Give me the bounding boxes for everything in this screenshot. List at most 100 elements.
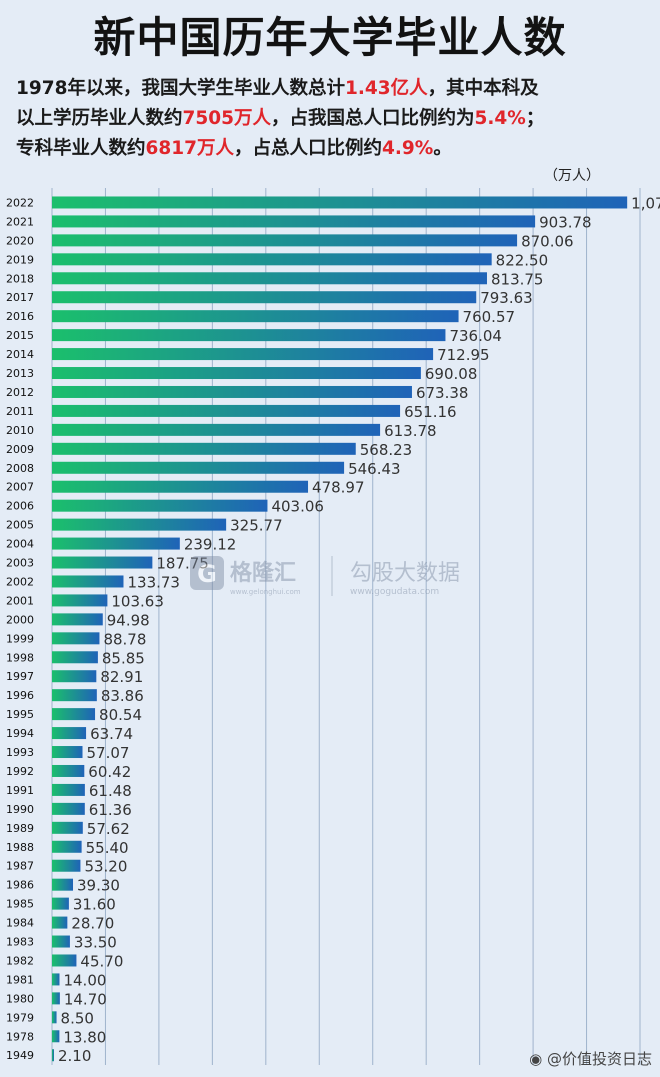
- bar-row: 1995 80.54: [6, 706, 142, 724]
- watermark-brand1: 格隆汇: [230, 560, 296, 586]
- bar: [52, 746, 83, 759]
- value-label: 13.80: [63, 1028, 106, 1046]
- summary-line: 以上学历毕业人数约7505万人，占我国总人口比例约为5.4%；: [16, 104, 646, 134]
- summary-segment: 。: [433, 138, 452, 159]
- category-label: 2011: [6, 405, 34, 418]
- summary-text: 1978年以来，我国大学生毕业人数总计1.43亿人，其中本科及 以上学历毕业人数…: [16, 74, 646, 164]
- bar: [52, 992, 60, 1005]
- bar-row: 2019 822.50: [6, 251, 548, 269]
- weibo-icon: ◉: [529, 1050, 543, 1068]
- bar: [52, 821, 83, 834]
- value-label: 55.40: [86, 839, 129, 857]
- bar-row: 2003 187.75: [6, 555, 209, 573]
- value-label: 793.63: [480, 289, 533, 307]
- value-label: 651.16: [404, 403, 457, 421]
- value-label: 813.75: [491, 270, 543, 288]
- category-label: 2016: [6, 310, 34, 323]
- watermark-brand2-url: www.gogudata.com: [350, 587, 439, 597]
- value-label: 239.12: [184, 536, 237, 554]
- bar: [52, 954, 77, 967]
- summary-highlight: 4.9%: [382, 138, 434, 159]
- bar: [52, 670, 97, 683]
- bar: [52, 613, 103, 626]
- bar-row: 1987 53.20: [6, 858, 127, 876]
- value-label: 325.77: [230, 517, 282, 535]
- category-label: 1998: [6, 651, 34, 664]
- category-label: 1981: [6, 973, 34, 986]
- bar: [52, 385, 412, 398]
- bar: [52, 594, 108, 607]
- category-label: 2020: [6, 234, 34, 247]
- bar: [52, 253, 492, 266]
- watermark-brand1-url: www.gelonghui.com: [230, 588, 301, 596]
- bar: [52, 689, 97, 702]
- bar-row: 2008 546.43: [6, 460, 401, 478]
- bar-row: 2002 133.73: [6, 573, 180, 591]
- summary-segment: 以上学历毕业人数约: [16, 108, 183, 129]
- category-label: 2000: [6, 613, 34, 626]
- bar-chart: （万人） 20221,076.002021903.782020870.06201…: [6, 168, 660, 1065]
- bar: [52, 442, 356, 455]
- category-label: 1983: [6, 936, 34, 949]
- bar: [52, 348, 434, 361]
- value-label: 1,076.00: [631, 194, 660, 212]
- value-label: 2.10: [58, 1047, 91, 1065]
- bar-row: 2006 403.06: [6, 498, 324, 516]
- bar: [52, 518, 227, 531]
- category-label: 1979: [6, 1011, 34, 1024]
- summary-segment: 专科毕业人数约: [16, 138, 146, 159]
- category-label: 2008: [6, 462, 34, 475]
- category-label: 2014: [6, 348, 34, 361]
- bar: [52, 859, 81, 872]
- bar: [52, 973, 60, 986]
- bar: [52, 537, 180, 550]
- bar-row: 1998 85.85: [6, 649, 145, 667]
- bar: [52, 367, 421, 380]
- bar: [52, 310, 459, 323]
- bar-row: 1980 14.70: [6, 990, 107, 1008]
- unit-label: （万人）: [544, 168, 600, 184]
- category-label: 1987: [6, 860, 34, 873]
- value-label: 903.78: [539, 213, 592, 231]
- category-label: 2001: [6, 594, 34, 607]
- bar-row: 2011 651.16: [6, 403, 457, 421]
- bar-row: 1983 33.50: [6, 934, 117, 952]
- bar-row: 2021 903.78: [6, 213, 592, 231]
- summary-segment: ，占我国总人口比例约为: [271, 108, 475, 129]
- bar: [52, 708, 96, 721]
- value-label: 80.54: [99, 706, 142, 724]
- value-label: 60.42: [88, 763, 131, 781]
- value-label: 133.73: [127, 573, 180, 591]
- bar-row: 1949 2.10: [6, 1047, 91, 1065]
- summary-highlight: 7505万人: [182, 108, 272, 129]
- value-label: 14.00: [63, 971, 106, 989]
- value-label: 870.06: [521, 232, 574, 250]
- bar-row: 2015 736.04: [6, 327, 502, 345]
- category-label: 1997: [6, 670, 34, 683]
- category-label: 2005: [6, 519, 34, 532]
- bar: [52, 764, 85, 777]
- category-label: 2006: [6, 500, 34, 513]
- category-label: 1949: [6, 1049, 34, 1062]
- bar-row: 2007 478.97: [6, 479, 365, 497]
- bar: [52, 840, 82, 853]
- bar-row: 1981 14.00: [6, 971, 106, 989]
- category-label: 2018: [6, 272, 34, 285]
- value-label: 31.60: [73, 896, 116, 914]
- bar-row: 2016 760.57: [6, 308, 515, 326]
- bar: [52, 215, 536, 228]
- bar: [52, 291, 477, 304]
- footer: ◉ @价值投资日志: [529, 1048, 652, 1069]
- bar-row: 1988 55.40: [6, 839, 129, 857]
- value-label: 82.91: [100, 668, 143, 686]
- bar: [52, 897, 69, 910]
- bar: [52, 651, 98, 664]
- category-label: 1984: [6, 917, 34, 930]
- bar: [52, 499, 268, 512]
- category-label: 2007: [6, 481, 34, 494]
- bar-row: 1993 57.07: [6, 744, 129, 762]
- bar-row: 1990 61.36: [6, 801, 132, 819]
- bar: [52, 727, 87, 740]
- category-label: 2021: [6, 215, 34, 228]
- bar: [52, 916, 68, 929]
